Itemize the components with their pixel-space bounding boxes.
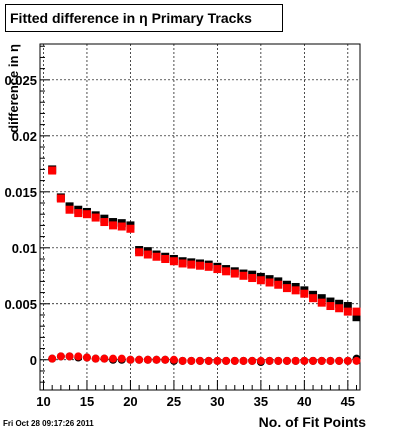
circle-marker [343,356,352,365]
circle-marker [74,352,83,361]
square-marker [274,280,283,289]
x-tick-label: 35 [254,394,268,409]
square-marker [326,297,335,306]
square-marker [352,313,361,322]
timestamp: Fri Oct 28 09:17:26 2011 [3,419,94,428]
x-axis-label: No. of Fit Points [259,414,367,430]
x-tick-label: 45 [341,394,355,409]
y-axis-label: difference in η [6,44,21,133]
circle-marker [161,355,170,364]
circle-marker [100,354,109,363]
square-marker [335,304,344,313]
tick-labels: 10 15 20 25 30 35 40 45 0 0.005 0.01 0.015 0.02 0.025 [4,73,355,409]
x-tick-label: 30 [210,394,224,409]
square-marker [317,298,326,307]
square-marker [248,274,257,283]
square-marker [161,254,170,263]
square-marker [126,224,135,233]
circle-marker [56,352,65,361]
circle-marker [213,356,222,365]
circle-marker [126,355,135,364]
circle-marker [239,356,248,365]
square-marker [82,210,91,219]
x-tick-label: 40 [297,394,311,409]
circle-marker [317,356,326,365]
square-marker [352,307,361,316]
square-marker [335,299,344,308]
square-marker [74,209,83,218]
circle-marker [169,355,178,364]
data-points [48,165,361,367]
y-tick-label: 0.01 [12,241,37,256]
square-marker [300,289,309,298]
axis-ticks [40,45,358,390]
circle-marker [91,354,100,363]
circle-marker [248,356,257,365]
square-marker [117,222,126,231]
square-marker [56,194,65,203]
square-marker [100,218,109,227]
circle-marker [109,354,118,363]
square-marker [282,284,291,293]
circle-marker [309,356,318,365]
y-tick-label: 0.015 [4,185,37,200]
circle-marker [222,356,231,365]
circle-marker [204,356,213,365]
circle-marker [48,354,57,363]
circle-marker [274,356,283,365]
y-tick-label: 0 [30,353,37,368]
circle-marker [335,356,344,365]
chart-title: Fitted difference in η Primary Tracks [5,4,283,32]
square-marker [317,294,326,303]
x-tick-label: 20 [123,394,137,409]
square-marker [343,307,352,316]
square-marker [256,276,265,285]
circle-marker [178,356,187,365]
circle-marker [300,356,309,365]
y-tick-label: 0.02 [12,129,37,144]
square-marker [109,221,118,230]
square-marker [213,265,222,274]
x-tick-label: 15 [80,394,94,409]
square-marker [239,271,248,280]
circle-marker [291,356,300,365]
circle-marker [352,356,361,365]
circle-marker [135,355,144,364]
y-tick-label: 0.005 [4,297,37,312]
square-marker [204,262,213,271]
square-marker [291,286,300,295]
square-marker [187,260,196,269]
square-marker [135,248,144,257]
y-tick-label: 0.025 [4,73,37,88]
circle-marker [152,355,161,364]
square-marker [196,261,204,270]
square-marker [326,302,335,311]
circle-marker [187,356,196,365]
square-marker [169,257,178,266]
square-marker [143,250,152,259]
circle-marker [326,356,335,365]
square-marker [65,205,74,214]
x-tick-label: 10 [36,394,50,409]
circle-marker [65,352,74,361]
square-marker [230,269,239,278]
square-marker [265,278,274,287]
circle-marker [282,356,291,365]
square-marker [48,166,57,175]
circle-marker [117,354,126,363]
circle-marker [256,356,265,365]
circle-marker [230,356,239,365]
square-marker [222,267,231,276]
square-marker [178,259,187,268]
circle-marker [143,355,152,364]
circle-marker [196,356,204,365]
square-marker [309,294,318,303]
square-marker [152,252,161,261]
square-marker [343,302,352,311]
circle-marker [265,356,274,365]
x-tick-label: 25 [167,394,181,409]
circle-marker [82,353,91,362]
square-marker [91,213,100,222]
